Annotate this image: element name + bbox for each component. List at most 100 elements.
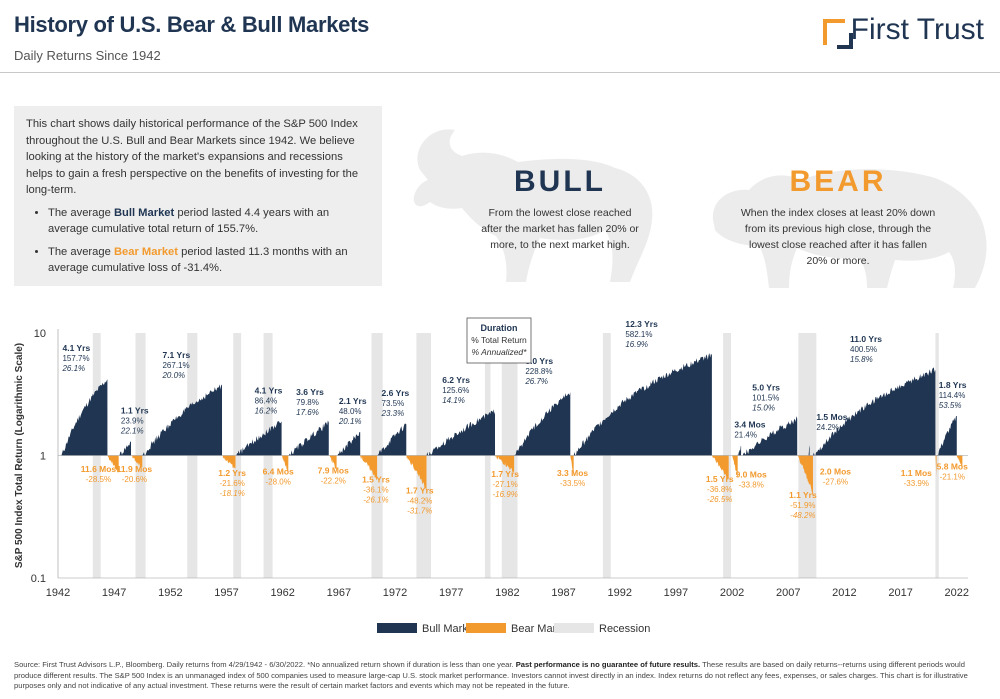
x-tick-label-11: 1997 xyxy=(664,587,688,599)
bear-market-area-4 xyxy=(328,455,337,469)
legend-bull-label: Bull Market xyxy=(422,623,477,635)
logo-mark-icon xyxy=(822,19,853,49)
market-areas xyxy=(61,353,963,495)
bear-label-total-7: -27.1% xyxy=(492,480,517,489)
bull-label-duration-9: 12.3 Yrs xyxy=(625,319,658,329)
x-tick-label-2: 1952 xyxy=(158,587,182,599)
bear-definition-text: When the index closes at least 20% down … xyxy=(740,207,936,267)
x-tick-label-0: 1942 xyxy=(46,587,70,599)
bull-label-annualized-0: 26.1% xyxy=(61,364,85,373)
x-tick-label-10: 1992 xyxy=(607,587,631,599)
bull-label-duration-5: 2.1 Yrs xyxy=(339,396,367,406)
bull-label-duration-12: 1.8 Yrs xyxy=(939,380,967,390)
bear-market-area-12 xyxy=(809,455,812,473)
bear-market-area-9 xyxy=(711,455,729,481)
bull-market-short-area-1 xyxy=(808,444,810,456)
bull-label-duration-10: 5.0 Yrs xyxy=(752,383,780,393)
y-axis-title: S&P 500 Index Total Return (Logarithmic … xyxy=(14,343,25,568)
bull-label-total-10: 101.5% xyxy=(752,394,779,403)
bear-label-total-1: -20.6% xyxy=(122,475,147,484)
bear-label-total-8: -33.5% xyxy=(560,479,585,488)
bear-silhouette-icon xyxy=(712,169,987,288)
x-tick-label-1: 1947 xyxy=(102,587,126,599)
bull-label-duration-2: 7.1 Yrs xyxy=(162,350,190,360)
bull-market-area-12 xyxy=(936,416,957,456)
bull-short-label-total-1: 24.2% xyxy=(816,423,839,432)
logo-text: First Trust xyxy=(850,13,984,46)
bear-label-total-12: -27.6% xyxy=(823,477,848,486)
x-tick-label-15: 2017 xyxy=(888,587,912,599)
bear-market-area-13 xyxy=(935,455,937,478)
bull-label-total-12: 114.4% xyxy=(939,391,966,400)
x-tick-label-7: 1977 xyxy=(439,587,463,599)
bull-label-total-8: 228.8% xyxy=(525,367,552,376)
bear-market-area-1 xyxy=(131,455,143,468)
bull-label-total-7: 125.6% xyxy=(442,386,469,395)
x-tick-label-9: 1987 xyxy=(551,587,575,599)
y-tick-label-1: 1 xyxy=(40,451,46,463)
logo: First Trust xyxy=(822,10,984,50)
bull-label-total-1: 23.9% xyxy=(121,417,144,426)
bear-label-duration-14: 5.8 Mos xyxy=(937,461,968,471)
bull-market-area-4 xyxy=(288,420,329,456)
bear-definition: BEAR When the index closes at least 20% … xyxy=(738,165,938,269)
bear-market-area-0 xyxy=(107,455,119,473)
bear-label-duration-5: 1.5 Yrs xyxy=(362,475,390,485)
bull-market-area-7 xyxy=(426,409,496,456)
x-tick-label-3: 1957 xyxy=(214,587,238,599)
bear-label-duration-8: 3.3 Mos xyxy=(557,468,588,478)
x-tick-label-6: 1972 xyxy=(383,587,407,599)
info-box: This chart shows daily historical perfor… xyxy=(14,106,382,286)
bull-label-duration-11: 11.0 Yrs xyxy=(850,334,882,344)
bear-label-duration-11: 1.1 Yrs xyxy=(789,490,817,500)
bear-label-duration-1: 11.9 Mos xyxy=(117,464,153,474)
x-tick-label-16: 2022 xyxy=(945,587,969,599)
x-tick-label-13: 2007 xyxy=(776,587,800,599)
legend-bull-swatch xyxy=(377,623,417,633)
bull-silhouette-icon xyxy=(413,129,653,282)
bull-definition: BULL From the lowest close reached after… xyxy=(480,165,640,253)
y-tick-label-2: 0.1 xyxy=(31,573,46,585)
bear-label-duration-0: 11.6 Mos xyxy=(81,464,117,474)
bull-market-area-10 xyxy=(741,416,798,456)
bear-market-area-5 xyxy=(360,455,378,481)
bull-label-annualized-9: 16.9% xyxy=(625,340,648,349)
legend-recession-label: Recession xyxy=(599,623,650,635)
bull-label-duration-4: 3.6 Yrs xyxy=(296,387,324,397)
bull-label-duration-7: 6.2 Yrs xyxy=(442,375,470,385)
bull-label-annualized-4: 17.6% xyxy=(296,408,319,417)
duration-key-annualized: % Annualized* xyxy=(472,347,528,357)
bull-label-annualized-3: 16.2% xyxy=(255,406,278,415)
bear-label-duration-4: 7.9 Mos xyxy=(318,466,349,476)
bull-short-label-duration-0: 3.4 Mos xyxy=(734,419,765,429)
bear-market-area-8 xyxy=(570,455,574,478)
bull-label-total-0: 157.7% xyxy=(62,354,89,363)
bull-label-annualized-1: 22.1% xyxy=(120,427,144,436)
bear-label-duration-13: 1.1 Mos xyxy=(901,468,932,478)
bull-label-total-6: 73.5% xyxy=(382,399,405,408)
bear-label-annualized-9: -26.5% xyxy=(707,495,732,504)
bull-market-area-9 xyxy=(573,353,712,456)
bull-label-total-4: 79.8% xyxy=(296,398,319,407)
bear-label-total-9: -36.8% xyxy=(707,485,732,494)
bear-label-annualized-2: -18.1% xyxy=(219,489,244,498)
x-tick-label-8: 1982 xyxy=(495,587,519,599)
bull-label-duration-6: 2.6 Yrs xyxy=(382,388,410,398)
bull-market-area-1 xyxy=(118,441,132,456)
bull-label-total-11: 400.5% xyxy=(850,345,877,354)
bull-market-area-0 xyxy=(61,379,108,456)
bear-heading: BEAR xyxy=(789,165,887,198)
x-tick-label-5: 1967 xyxy=(327,587,351,599)
page-subtitle: Daily Returns Since 1942 xyxy=(14,48,161,63)
bear-market-area-3 xyxy=(281,455,289,474)
x-tick-label-12: 2002 xyxy=(720,587,744,599)
info-list: The average Bull Market period lasted 4.… xyxy=(26,205,370,277)
bear-label-total-6: -48.2% xyxy=(407,496,432,505)
header-divider xyxy=(0,72,1000,73)
bear-label-annualized-7: -16.9% xyxy=(492,490,517,499)
market-labels: 4.1 Yrs 157.7%26.1% 1.1 Yrs 23.9%22.1% 7.1 Y… xyxy=(61,319,968,520)
bear-label-duration-12: 2.0 Mos xyxy=(820,466,851,476)
bear-market-area-7 xyxy=(495,455,515,473)
bull-label-duration-3: 4.1 Yrs xyxy=(255,385,283,395)
